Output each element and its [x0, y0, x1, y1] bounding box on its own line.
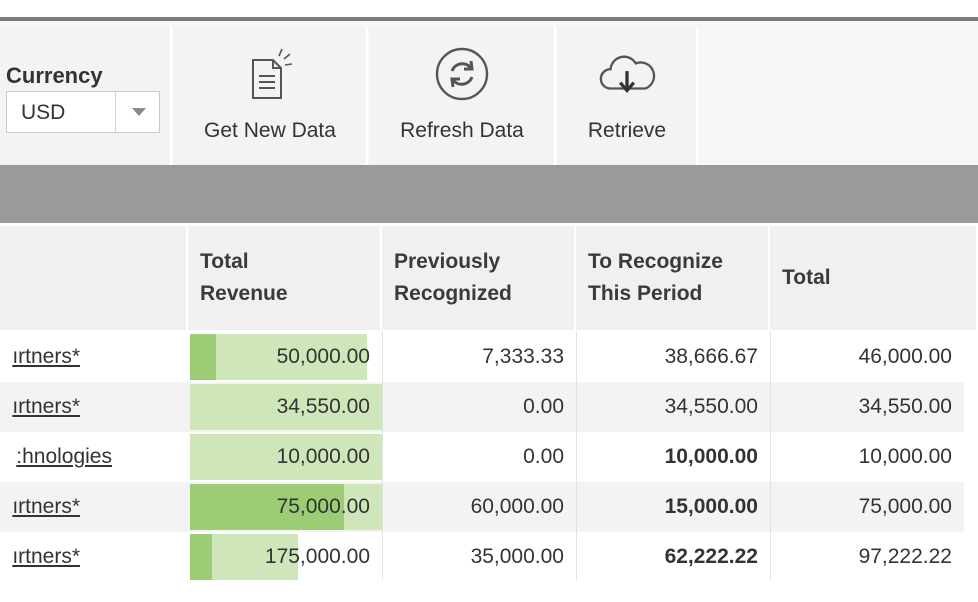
- refresh-data-label: Refresh Data: [400, 119, 524, 142]
- retrieve-label: Retrieve: [587, 119, 667, 142]
- revenue-bar-total: [190, 384, 382, 430]
- account-link[interactable]: ırtners*: [12, 545, 80, 568]
- header-total-label: Total: [782, 266, 831, 289]
- column-divider: [770, 432, 771, 482]
- column-divider: [382, 532, 383, 582]
- cloud-download-icon: [597, 45, 657, 103]
- retrieve-section: Retrieve: [558, 27, 698, 165]
- to-recognize-cell: 10,000.00: [664, 445, 758, 468]
- table-row: :hnologies 10,000.00 0.00 10,000.00 10,000.0…: [0, 432, 978, 482]
- previously-recognized-cell: 0.00: [523, 445, 564, 468]
- retrieve-button[interactable]: Retrieve: [558, 27, 696, 165]
- total-revenue-cell: 50,000.00: [190, 332, 380, 382]
- revenue-bar-recognized: [190, 534, 212, 580]
- column-divider: [382, 482, 383, 532]
- currency-label: Currency: [6, 63, 103, 88]
- total-cell: 34,550.00: [858, 395, 952, 418]
- total-revenue-cell: 34,550.00: [190, 382, 382, 432]
- header-previously-recognized-line1: Previously: [394, 250, 501, 273]
- column-divider: [770, 532, 771, 582]
- account-cell: ırtners*: [0, 532, 188, 582]
- total-cell: 10,000.00: [858, 445, 952, 468]
- new-document-icon: [240, 45, 300, 103]
- table-row: ırtners* 175,000.00 35,000.00 62,222.22 97,2…: [0, 532, 978, 582]
- right-edge: [964, 330, 978, 580]
- top-strip: [0, 0, 978, 18]
- get-new-data-button[interactable]: Get New Data: [174, 27, 366, 165]
- header-total-revenue-line1: Total: [200, 250, 249, 273]
- header-total-revenue-line2: Revenue: [200, 282, 288, 305]
- toolbar: Currency USD Get New Data: [0, 21, 978, 165]
- to-recognize-cell: 15,000.00: [664, 495, 758, 518]
- account-link[interactable]: ırtners*: [12, 395, 80, 418]
- total-revenue-cell: 75,000.00: [190, 482, 382, 532]
- total-revenue-cell: 175,000.00: [190, 532, 380, 582]
- column-divider: [770, 332, 771, 382]
- header-total-revenue[interactable]: Total Revenue: [188, 226, 382, 330]
- column-divider: [576, 432, 577, 482]
- previously-recognized-cell: 0.00: [523, 395, 564, 418]
- header-previously-recognized-line2: Recognized: [394, 282, 512, 305]
- previously-recognized-cell: 60,000.00: [470, 495, 564, 518]
- header-to-recognize-line2: This Period: [588, 282, 703, 305]
- total-cell: 97,222.22: [858, 545, 952, 568]
- account-cell: :hnologies: [0, 432, 188, 482]
- account-cell: ırtners*: [0, 482, 188, 532]
- header-total[interactable]: Total: [770, 226, 978, 330]
- column-divider: [770, 382, 771, 432]
- revenue-bar-total: [190, 334, 367, 380]
- total-revenue-value: 34,550.00: [276, 395, 370, 418]
- column-divider: [576, 482, 577, 532]
- column-divider: [576, 382, 577, 432]
- header-name: [0, 226, 188, 330]
- refresh-data-section: Refresh Data: [370, 27, 556, 165]
- column-divider: [382, 432, 383, 482]
- top-divider: [0, 17, 978, 21]
- to-recognize-cell: 62,222.22: [664, 545, 758, 568]
- currency-section: Currency USD: [0, 27, 172, 165]
- dropdown-divider: [115, 92, 116, 132]
- revenue-bar-recognized: [190, 334, 216, 380]
- revenue-bar-recognized: [190, 484, 344, 530]
- account-link[interactable]: ırtners*: [12, 495, 80, 518]
- column-divider: [576, 532, 577, 582]
- total-revenue-value: 175,000.00: [264, 545, 370, 568]
- currency-value: USD: [21, 101, 66, 124]
- revenue-bar-total: [190, 434, 382, 480]
- total-revenue-value: 10,000.00: [276, 445, 370, 468]
- column-divider: [382, 332, 383, 382]
- section-band: [0, 165, 978, 223]
- refresh-icon: [432, 45, 492, 103]
- header-to-recognize[interactable]: To Recognize This Period: [576, 226, 770, 330]
- get-new-data-label: Get New Data: [204, 119, 336, 142]
- to-recognize-cell: 34,550.00: [664, 395, 758, 418]
- column-divider: [770, 482, 771, 532]
- refresh-data-button[interactable]: Refresh Data: [370, 27, 554, 165]
- table-row: ırtners* 50,000.00 7,333.33 38,666.67 46,000…: [0, 332, 978, 382]
- total-cell: 46,000.00: [858, 345, 952, 368]
- account-link[interactable]: ırtners*: [12, 345, 80, 368]
- column-divider: [382, 382, 383, 432]
- bottom-margin: [0, 580, 978, 602]
- total-revenue-value: 75,000.00: [276, 495, 370, 518]
- currency-dropdown[interactable]: USD: [6, 91, 160, 133]
- account-cell: ırtners*: [0, 332, 188, 382]
- total-cell: 75,000.00: [858, 495, 952, 518]
- previously-recognized-cell: 35,000.00: [470, 545, 564, 568]
- get-new-data-section: Get New Data: [174, 27, 368, 165]
- header-to-recognize-line1: To Recognize: [588, 250, 723, 273]
- total-revenue-value: 50,000.00: [276, 345, 370, 368]
- to-recognize-cell: 38,666.67: [664, 345, 758, 368]
- total-revenue-cell: 10,000.00: [190, 432, 382, 482]
- header-previously-recognized[interactable]: Previously Recognized: [382, 226, 576, 330]
- previously-recognized-cell: 7,333.33: [482, 345, 564, 368]
- account-link[interactable]: :hnologies: [16, 445, 112, 468]
- table-row: ırtners* 34,550.00 0.00 34,550.00 34,550.00: [0, 382, 978, 432]
- column-divider: [576, 332, 577, 382]
- table-row: ırtners* 75,000.00 60,000.00 15,000.00 75,00…: [0, 482, 978, 532]
- account-cell: ırtners*: [0, 382, 188, 432]
- chevron-down-icon[interactable]: [132, 108, 146, 116]
